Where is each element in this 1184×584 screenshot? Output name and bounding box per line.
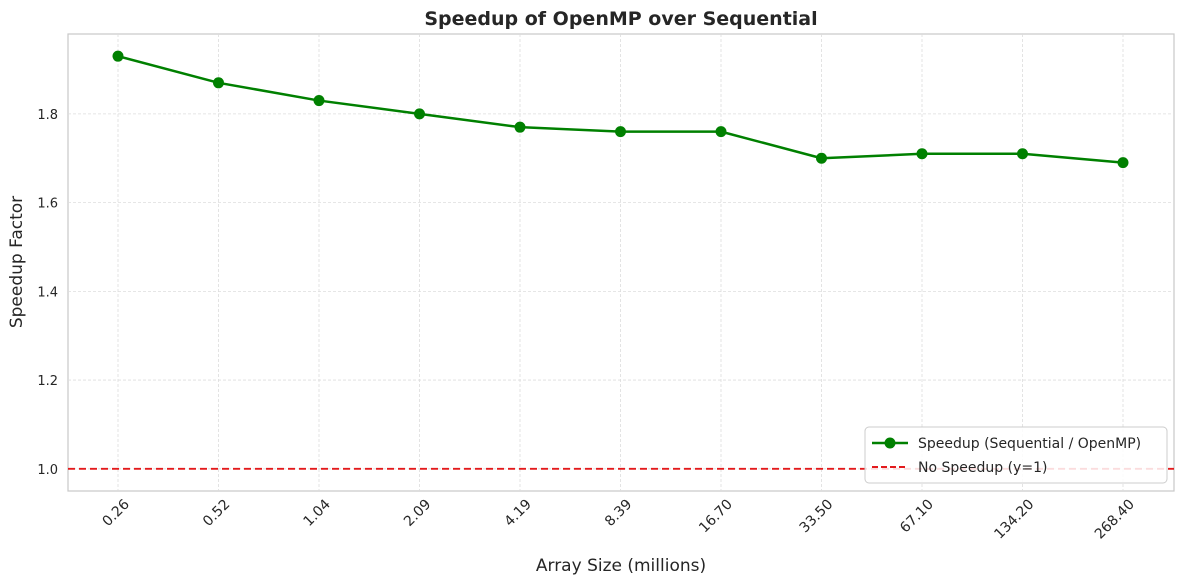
y-axis-label: Speedup Factor <box>7 196 27 328</box>
x-tick-label: 67.10 <box>897 497 937 537</box>
data-point <box>715 126 727 138</box>
x-tick-label: 0.52 <box>200 497 233 530</box>
y-tick-label: 1.6 <box>37 197 58 212</box>
data-point <box>615 126 626 138</box>
data-point <box>1017 148 1028 160</box>
data-point <box>816 152 827 164</box>
data-point <box>916 148 928 160</box>
x-tick-label: 16.70 <box>696 497 736 537</box>
x-tick-labels: 0.26 0.52 1.04 2.09 4.19 8.39 16.70 33.50 67.10 1… <box>99 496 1137 542</box>
y-tick-label: 1.0 <box>37 463 58 478</box>
legend-reference-label: No Speedup (y=1) <box>918 460 1047 476</box>
x-axis-label: Array Size (millions) <box>536 556 706 576</box>
x-tick-label: 1.04 <box>300 496 333 529</box>
legend: Speedup (Sequential / OpenMP) No Speedup… <box>864 426 1168 484</box>
x-tick-label: 268.40 <box>1092 497 1138 543</box>
legend-box <box>864 426 1168 484</box>
data-point <box>313 95 325 107</box>
x-tick-label: 33.50 <box>797 497 837 537</box>
y-tick-label: 1.4 <box>37 285 58 300</box>
x-tick-label: 0.26 <box>99 496 132 529</box>
x-tick-label: 8.39 <box>602 497 635 530</box>
data-point <box>1117 157 1129 169</box>
data-point <box>414 108 425 120</box>
legend-series-label: Speedup (Sequential / OpenMP) <box>918 436 1141 452</box>
y-tick-label: 1.2 <box>37 374 58 389</box>
x-tick-label: 134.20 <box>991 497 1037 543</box>
series-layer <box>112 50 1129 169</box>
chart-title: Speedup of OpenMP over Sequential <box>424 8 817 30</box>
plot-area <box>67 33 1175 492</box>
y-tick-labels: 1.0 1.2 1.4 1.6 1.8 <box>37 108 58 478</box>
x-tick-label: 2.09 <box>401 497 434 530</box>
x-tick-label: 4.19 <box>501 497 534 530</box>
data-point <box>112 50 124 62</box>
data-point <box>213 77 224 89</box>
legend-series-marker <box>884 437 896 449</box>
y-tick-label: 1.8 <box>37 108 58 123</box>
data-point <box>514 121 526 133</box>
